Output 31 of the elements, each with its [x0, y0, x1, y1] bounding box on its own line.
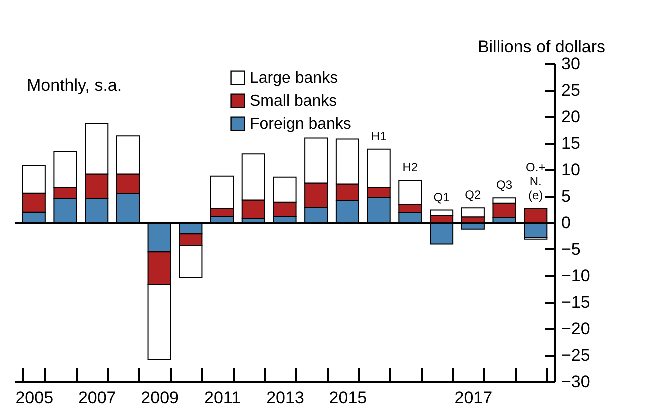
x-tick-label: 2005 [16, 388, 54, 408]
y-tick-label: −20 [562, 320, 590, 338]
y-tick-label: −10 [562, 266, 590, 286]
data-label: Q2 [465, 188, 482, 202]
y-tick-label: −5 [562, 240, 581, 259]
y-tick-label: −25 [562, 346, 590, 365]
legend-label: Large banks [250, 70, 338, 87]
data-label: H2 [402, 160, 418, 175]
y-tick-label: 25 [562, 81, 580, 100]
x-tick-label: 2015 [329, 388, 368, 408]
y-tick-label: 15 [562, 134, 580, 153]
y-tick-label: 5 [562, 187, 571, 206]
x-tick-label: 2007 [78, 388, 116, 408]
legend-label: Small banks [250, 93, 338, 110]
y-tick-label: 20 [562, 108, 580, 126]
annotation: Monthly, s.a. [27, 76, 122, 95]
y-tick-label: −30 [562, 372, 590, 392]
x-tick-label: 2013 [266, 388, 304, 408]
data-label: H1 [371, 129, 388, 144]
y-tick-label: 30 [562, 54, 580, 74]
x-tick-label: 2017 [454, 388, 493, 408]
data-label: O.+ N. (e) [526, 160, 546, 203]
data-label: Q3 [496, 178, 513, 192]
y-axis-title: Billions of dollars [478, 38, 606, 56]
y-tick-label: 0 [562, 214, 571, 232]
legend-label: Foreign banks [250, 116, 352, 133]
x-tick-label: 2011 [204, 388, 242, 408]
y-tick-label: 10 [562, 160, 580, 180]
x-tick-label: 2009 [141, 388, 179, 408]
y-tick-label: −15 [562, 293, 590, 312]
data-label: Q1 [434, 190, 450, 204]
